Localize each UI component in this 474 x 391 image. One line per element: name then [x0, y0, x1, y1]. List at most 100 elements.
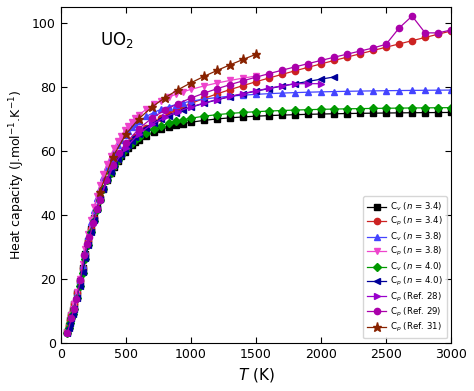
C$_p$ ($n$ = 3.8) — [111, 146, 117, 151]
C$_p$ ($n$ = 4.0) — [181, 108, 186, 112]
C$_p$ (Ref. 29) — [435, 30, 441, 35]
C$_p$ ($n$ = 3.8) — [133, 116, 138, 120]
C$_p$ (Ref. 28) — [318, 81, 324, 86]
C$_p$ ($n$ = 3.8) — [136, 113, 142, 117]
C$_p$ ($n$ = 3.8) — [144, 107, 149, 111]
C$_p$ ($n$ = 4.0) — [85, 242, 91, 247]
C$_p$ ($n$ = 3.8) — [88, 218, 94, 222]
C$_p$ (Ref. 29) — [201, 91, 207, 95]
C$_p$ ($n$ = 3.8) — [240, 76, 246, 81]
C$_v$ ($n$ = 3.8) — [201, 97, 207, 101]
C$_p$ (Ref. 29) — [91, 221, 96, 226]
C$_v$ ($n$ = 4.0) — [201, 114, 207, 118]
C$_p$ (Ref. 28) — [97, 197, 103, 201]
C$_v$ ($n$ = 3.8) — [292, 90, 298, 95]
C$_p$ ($n$ = 4.0) — [173, 110, 179, 115]
C$_p$ (Ref. 29) — [279, 68, 285, 73]
C$_p$ ($n$ = 3.8) — [122, 128, 128, 133]
Y-axis label: Heat capacity (J.mol$^{-1}$.K$^{-1}$): Heat capacity (J.mol$^{-1}$.K$^{-1}$) — [7, 90, 27, 260]
C$_p$ ($n$ = 3.4) — [201, 96, 207, 101]
C$_v$ ($n$ = 4.0) — [370, 106, 376, 111]
C$_p$ ($n$ = 3.4) — [448, 29, 454, 33]
C$_p$ ($n$ = 4.0) — [129, 138, 135, 143]
C$_v$ ($n$ = 3.4) — [97, 196, 103, 201]
C$_p$ (Ref. 31) — [162, 95, 168, 100]
C$_p$ ($n$ = 3.8) — [66, 324, 72, 328]
C$_p$ ($n$ = 4.0) — [94, 206, 100, 211]
C$_p$ (Ref. 29) — [97, 197, 103, 202]
C$_p$ ($n$ = 3.8) — [129, 120, 135, 124]
C$_p$ ($n$ = 3.8) — [77, 276, 82, 281]
C$_v$ ($n$ = 3.8) — [64, 330, 70, 334]
C$_p$ (Ref. 28) — [123, 145, 129, 150]
Line: C$_v$ ($n$ = 4.0): C$_v$ ($n$ = 4.0) — [64, 105, 454, 336]
C$_p$ ($n$ = 3.8) — [151, 102, 156, 107]
C$_p$ (Ref. 31) — [214, 68, 220, 73]
C$_p$ (Ref. 28) — [110, 164, 116, 169]
C$_p$ (Ref. 29) — [84, 242, 90, 247]
C$_p$ ($n$ = 4.0) — [118, 151, 124, 156]
C$_v$ ($n$ = 4.0) — [292, 108, 298, 112]
C$_p$ ($n$ = 3.8) — [115, 139, 120, 144]
C$_p$ (Ref. 29) — [71, 307, 77, 311]
C$_p$ (Ref. 29) — [94, 206, 100, 211]
C$_p$ (Ref. 28) — [266, 86, 272, 91]
C$_p$ ($n$ = 3.4) — [181, 104, 186, 109]
C$_p$ (Ref. 29) — [117, 151, 122, 155]
C$_v$ ($n$ = 4.0) — [173, 119, 179, 124]
C$_p$ ($n$ = 3.8) — [64, 329, 70, 334]
C$_p$ (Ref. 29) — [68, 316, 74, 321]
Line: C$_v$ ($n$ = 3.8): C$_v$ ($n$ = 3.8) — [64, 87, 454, 335]
C$_v$ ($n$ = 4.0) — [64, 331, 70, 335]
C$_v$ ($n$ = 3.8) — [370, 88, 376, 93]
C$_p$ ($n$ = 4.0) — [133, 135, 138, 140]
C$_p$ ($n$ = 3.4) — [97, 196, 103, 201]
C$_p$ (Ref. 28) — [279, 83, 285, 88]
C$_p$ ($n$ = 3.8) — [108, 153, 113, 158]
C$_v$ ($n$ = 3.4) — [181, 121, 186, 126]
C$_p$ (Ref. 29) — [344, 52, 350, 56]
C$_p$ ($n$ = 3.8) — [82, 247, 88, 251]
C$_p$ (Ref. 28) — [149, 122, 155, 127]
C$_p$ ($n$ = 4.0) — [227, 94, 233, 99]
C$_p$ ($n$ = 3.8) — [68, 312, 74, 317]
C$_p$ ($n$ = 4.0) — [64, 331, 70, 335]
C$_v$ ($n$ = 3.4) — [292, 112, 298, 117]
Line: C$_v$ ($n$ = 3.4): C$_v$ ($n$ = 3.4) — [64, 109, 454, 335]
C$_p$ (Ref. 29) — [110, 163, 116, 167]
C$_v$ ($n$ = 4.0) — [448, 105, 454, 110]
C$_p$ (Ref. 29) — [64, 331, 70, 335]
C$_p$ (Ref. 29) — [227, 83, 233, 87]
C$_p$ ($n$ = 4.0) — [266, 86, 272, 91]
C$_p$ ($n$ = 3.8) — [126, 124, 131, 128]
C$_p$ ($n$ = 4.0) — [82, 256, 88, 261]
C$_p$ (Ref. 29) — [266, 71, 272, 76]
C$_p$ ($n$ = 3.8) — [173, 92, 179, 97]
C$_p$ ($n$ = 4.0) — [115, 156, 120, 161]
C$_p$ ($n$ = 3.8) — [104, 162, 110, 167]
C$_p$ ($n$ = 4.0) — [97, 197, 103, 201]
C$_p$ (Ref. 28) — [227, 94, 233, 99]
C$_p$ ($n$ = 4.0) — [88, 230, 94, 234]
C$_p$ ($n$ = 4.0) — [71, 307, 77, 311]
C$_p$ ($n$ = 4.0) — [104, 177, 110, 182]
C$_p$ ($n$ = 4.0) — [253, 89, 259, 93]
C$_p$ (Ref. 31) — [227, 63, 233, 67]
C$_p$ (Ref. 28) — [175, 109, 181, 114]
C$_p$ (Ref. 31) — [123, 132, 129, 136]
C$_p$ (Ref. 29) — [175, 101, 181, 106]
C$_p$ (Ref. 29) — [409, 14, 415, 18]
C$_p$ ($n$ = 3.8) — [67, 318, 73, 323]
C$_p$ (Ref. 28) — [201, 101, 207, 106]
C$_p$ ($n$ = 4.0) — [68, 316, 74, 321]
C$_p$ (Ref. 28) — [136, 131, 142, 136]
X-axis label: $T$ (K): $T$ (K) — [237, 366, 274, 384]
C$_p$ ($n$ = 3.8) — [118, 133, 124, 138]
C$_p$ ($n$ = 3.8) — [71, 302, 77, 307]
C$_p$ (Ref. 29) — [357, 49, 363, 54]
C$_p$ (Ref. 31) — [201, 74, 207, 79]
C$_p$ ($n$ = 3.4) — [64, 329, 70, 334]
C$_p$ (Ref. 31) — [149, 105, 155, 109]
C$_p$ (Ref. 29) — [383, 42, 389, 47]
C$_p$ (Ref. 28) — [214, 97, 220, 102]
